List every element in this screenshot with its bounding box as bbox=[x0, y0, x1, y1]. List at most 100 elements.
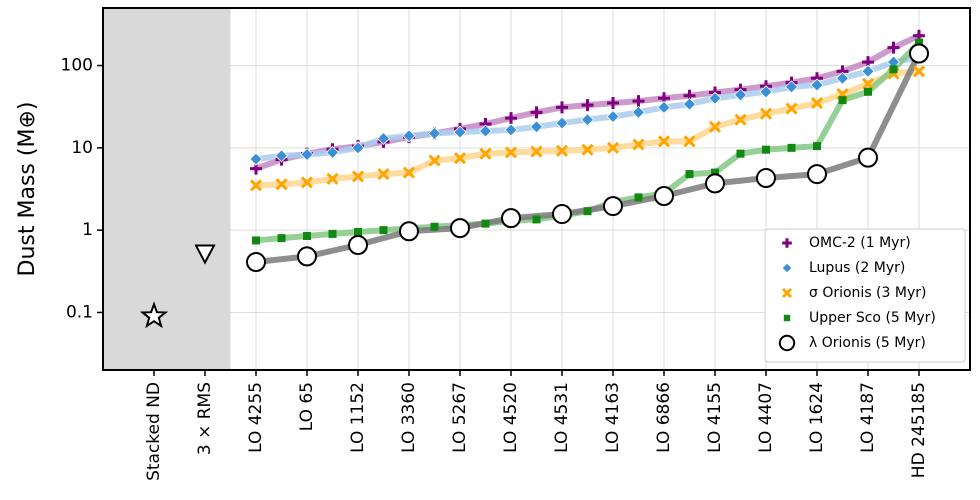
marker-square bbox=[762, 145, 770, 154]
marker-diamond bbox=[376, 131, 391, 146]
marker-x bbox=[759, 107, 773, 120]
marker-x bbox=[606, 141, 620, 154]
y-tick-label: 0.1 bbox=[66, 302, 93, 322]
y-tick-label: 100 bbox=[61, 56, 93, 76]
marker-x bbox=[810, 97, 824, 110]
marker-x bbox=[453, 152, 467, 165]
marker-diamond bbox=[606, 109, 620, 124]
marker-x bbox=[530, 145, 543, 158]
marker-plus bbox=[632, 95, 645, 108]
marker-square bbox=[787, 143, 796, 152]
marker-square bbox=[864, 87, 872, 96]
marker-circle bbox=[778, 334, 796, 352]
marker-square bbox=[711, 168, 719, 177]
marker-x bbox=[734, 113, 747, 126]
marker-square bbox=[783, 314, 791, 322]
marker-diamond bbox=[835, 71, 850, 85]
x-tick-label: LO 4520 bbox=[501, 382, 521, 453]
marker-square bbox=[685, 170, 694, 179]
marker-diamond bbox=[300, 147, 314, 162]
marker-diamond bbox=[682, 97, 697, 111]
marker-x bbox=[785, 102, 798, 115]
marker-x bbox=[504, 146, 518, 159]
marker-x bbox=[275, 178, 288, 191]
marker-star bbox=[139, 301, 169, 329]
marker-plus bbox=[581, 99, 594, 112]
x-tick-label: LO 1624 bbox=[807, 382, 827, 453]
marker-x bbox=[377, 168, 390, 181]
marker-diamond bbox=[478, 124, 493, 138]
marker-diamond bbox=[402, 129, 416, 143]
marker-plus bbox=[782, 238, 792, 248]
marker-diamond bbox=[810, 78, 824, 92]
x-tick-label: LO 65 bbox=[297, 382, 317, 431]
marker-square bbox=[583, 207, 592, 216]
marker-x bbox=[300, 176, 314, 189]
x-tick-label: HD 245185 bbox=[909, 382, 929, 478]
marker-circle bbox=[246, 252, 266, 273]
marker-diamond bbox=[708, 91, 722, 105]
marker-diamond bbox=[504, 123, 518, 137]
x-tick-label: LO 3360 bbox=[399, 382, 419, 453]
marker-square bbox=[379, 226, 388, 235]
marker-triangle bbox=[194, 244, 216, 265]
marker-circle bbox=[705, 173, 725, 194]
marker-plus bbox=[556, 101, 568, 114]
x-tick-label: Stacked ND bbox=[144, 382, 164, 481]
marker-x bbox=[249, 179, 263, 192]
marker-x bbox=[428, 154, 441, 167]
y-tick-label: 10 bbox=[71, 138, 93, 158]
marker-diamond bbox=[274, 149, 289, 163]
marker-square bbox=[736, 149, 745, 158]
marker-diamond bbox=[733, 88, 748, 102]
marker-circle bbox=[399, 221, 419, 242]
legend-box bbox=[764, 228, 966, 363]
marker-x bbox=[581, 143, 594, 156]
legend-label: Upper Sco (5 Myr) bbox=[809, 310, 936, 326]
marker-x bbox=[781, 287, 793, 299]
x-tick-label: LO 5267 bbox=[450, 382, 470, 453]
marker-square bbox=[252, 236, 260, 245]
legend-label: σ Orionis (3 Myr) bbox=[809, 285, 926, 301]
x-tick-label: LO 1152 bbox=[348, 382, 368, 453]
marker-square bbox=[889, 65, 898, 74]
marker-square bbox=[813, 142, 821, 151]
marker-circle bbox=[297, 246, 317, 267]
marker-circle bbox=[909, 43, 929, 64]
marker-square bbox=[277, 234, 286, 243]
marker-diamond bbox=[657, 100, 671, 114]
marker-x bbox=[479, 147, 492, 160]
marker-square bbox=[915, 38, 923, 47]
x-tick-label: LO 4163 bbox=[603, 382, 623, 453]
marker-x bbox=[402, 166, 416, 179]
legend: OMC-2 (1 Myr) Lupus (2 Myr) σ Orionis (3 M… bbox=[764, 228, 966, 363]
marker-square bbox=[303, 231, 311, 240]
marker-diamond bbox=[861, 64, 875, 78]
marker-x bbox=[683, 135, 696, 148]
marker-diamond bbox=[427, 126, 442, 140]
marker-square bbox=[328, 229, 337, 238]
plot-frame bbox=[102, 7, 971, 371]
marker-diamond bbox=[529, 120, 544, 134]
marker-circle bbox=[858, 147, 878, 168]
marker-diamond bbox=[351, 141, 365, 155]
marker-plus bbox=[607, 97, 619, 110]
y-axis-label: Dust Mass (M⊕) bbox=[15, 102, 40, 277]
marker-diamond bbox=[555, 116, 569, 130]
marker-circle bbox=[450, 218, 470, 239]
x-tick-label: LO 4155 bbox=[705, 382, 725, 453]
marker-x bbox=[326, 172, 339, 185]
marker-circle bbox=[756, 168, 776, 189]
marker-x bbox=[861, 77, 875, 90]
marker-square bbox=[354, 227, 362, 236]
x-tick-label: LO 4187 bbox=[858, 382, 878, 453]
marker-plus bbox=[530, 106, 543, 119]
marker-square bbox=[481, 219, 490, 228]
marker-circle bbox=[552, 204, 572, 225]
marker-diamond bbox=[580, 113, 595, 127]
marker-x bbox=[632, 138, 645, 151]
marker-diamond bbox=[325, 145, 340, 159]
marker-circle bbox=[807, 164, 827, 185]
x-tick-label: LO 4255 bbox=[246, 382, 266, 453]
